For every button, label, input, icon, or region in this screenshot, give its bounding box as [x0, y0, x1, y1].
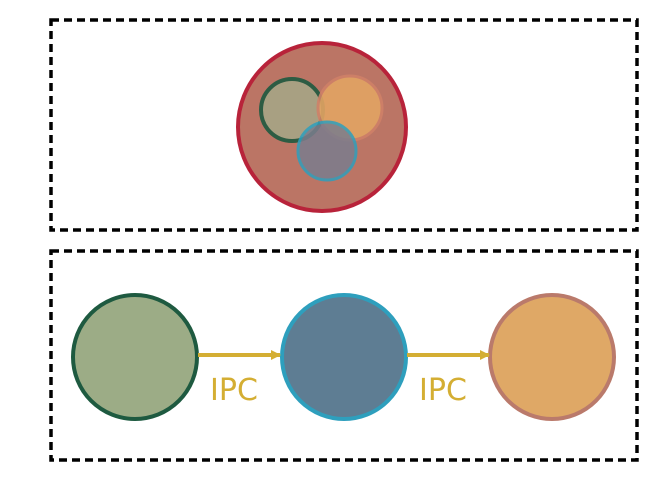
bottom-panel-border: [49, 249, 639, 462]
orange-process-circle: [488, 293, 616, 421]
ipc-label-2: IPC: [419, 373, 467, 408]
monolith-blue-component: [296, 120, 358, 182]
blue-process-circle: [280, 293, 408, 421]
green-process-circle: [71, 293, 199, 421]
ipc-label-1: IPC: [210, 373, 258, 408]
top-panel-border: [49, 18, 639, 232]
